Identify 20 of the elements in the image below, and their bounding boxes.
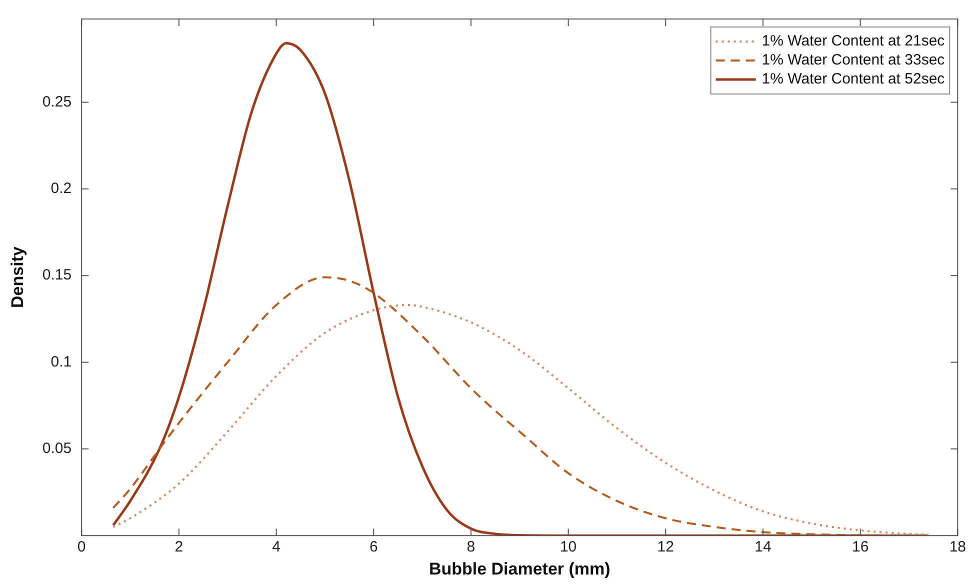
x-tick-label: 0 <box>77 538 86 556</box>
legend-label: 1% Water Content at 21sec <box>762 32 946 50</box>
x-tick-label: 16 <box>852 538 869 556</box>
x-tick-label: 14 <box>754 538 772 556</box>
x-tick-label: 2 <box>174 538 184 556</box>
x-tick-label: 18 <box>949 538 966 556</box>
x-tick-label: 12 <box>657 538 674 556</box>
legend-label: 1% Water Content at 33sec <box>762 52 946 69</box>
y-tick-label: 0.15 <box>42 266 72 284</box>
x-tick-label: 10 <box>560 538 577 556</box>
x-axis-title: Bubble Diameter (mm) <box>428 559 610 578</box>
y-axis-title: Density <box>8 246 27 308</box>
x-tick-label: 4 <box>272 538 280 556</box>
x-tick-label: 8 <box>466 538 476 556</box>
y-tick-label: 0.2 <box>50 180 72 198</box>
y-tick-label: 0.25 <box>42 93 72 110</box>
legend-label: 1% Water Content at 52sec <box>762 70 946 88</box>
x-tick-label: 6 <box>369 538 378 556</box>
y-tick-label: 0.1 <box>50 353 72 370</box>
y-tick-label: 0.05 <box>42 440 72 458</box>
